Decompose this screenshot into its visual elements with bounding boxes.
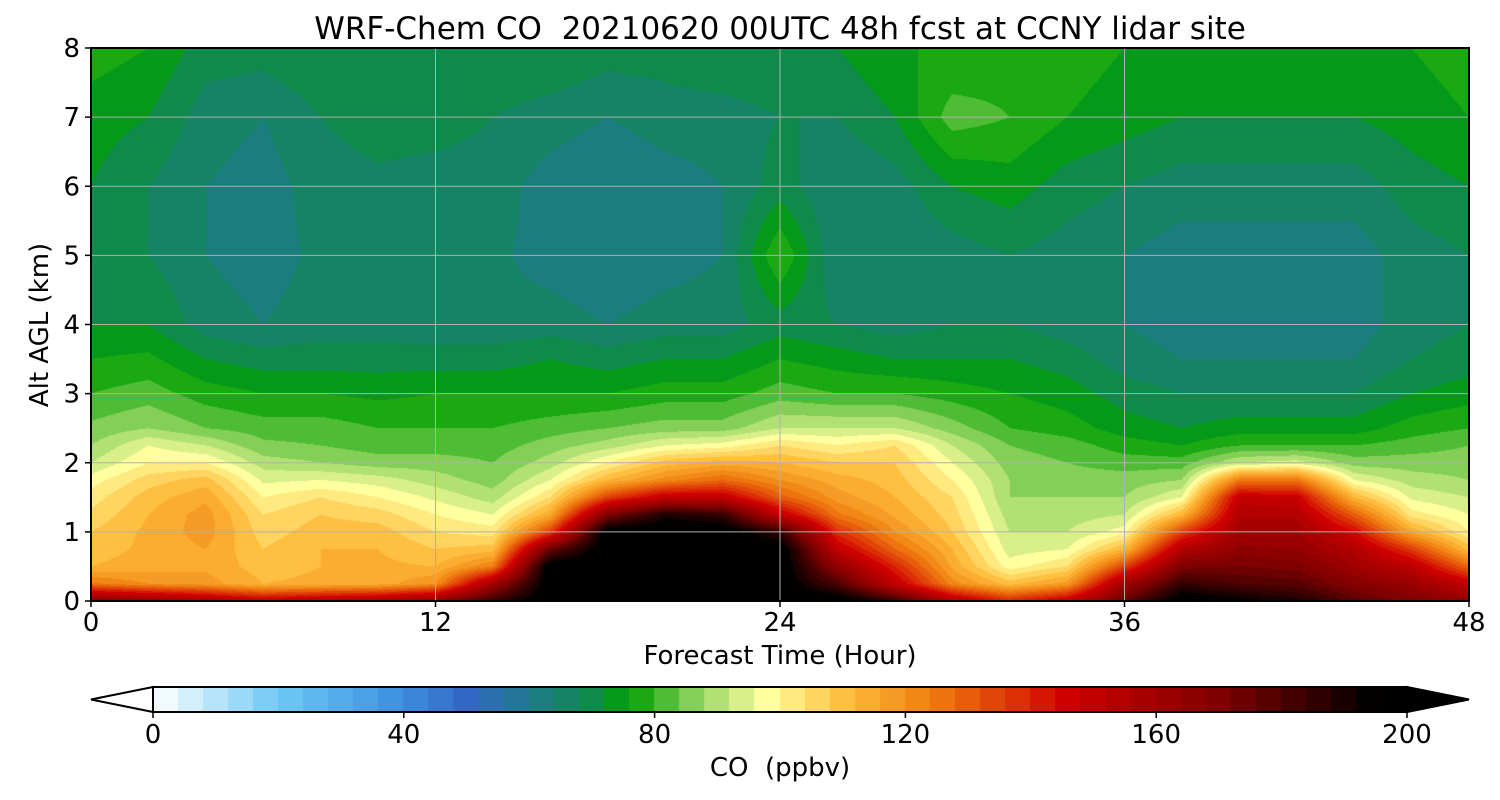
x-tick-label: 0 [83, 608, 100, 638]
y-tick-label: 2 [63, 449, 80, 479]
y-tick-label: 3 [63, 380, 80, 410]
y-tick-label: 4 [63, 311, 80, 341]
y-tick-label: 5 [63, 241, 80, 271]
colorbar: 0 40 80 120 160 200 CO (ppbv) [90, 685, 1470, 783]
colorbar-frame [152, 686, 1408, 713]
x-tick-label: 24 [763, 608, 796, 638]
colorbar-tick-label: 200 [1382, 720, 1432, 750]
plot-area [91, 48, 1469, 601]
colorbar-tick-label: 0 [145, 720, 162, 750]
y-tick-label: 7 [63, 103, 80, 133]
x-tick-label: 12 [419, 608, 452, 638]
chart-title: WRF-Chem CO 20210620 00UTC 48h fcst at C… [314, 11, 1246, 47]
colorbar-low-extend [90, 685, 154, 714]
grid-lines [91, 48, 1469, 601]
y-tick-label: 8 [63, 34, 80, 64]
y-axis: 0 1 2 3 4 5 6 7 8 [63, 34, 91, 617]
y-tick-label: 1 [63, 518, 80, 548]
colorbar-tick-label: 80 [638, 720, 671, 750]
y-tick-label: 0 [63, 587, 80, 617]
colorbar-high-extend [1406, 685, 1470, 714]
x-axis: 0 12 24 36 48 [83, 601, 1486, 638]
y-tick-label: 6 [63, 172, 80, 202]
colorbar-ticks: 0 40 80 120 160 200 [145, 712, 1432, 750]
y-axis-label: Alt AGL (km) [25, 243, 55, 407]
x-tick-label: 36 [1108, 608, 1141, 638]
colorbar-label: CO (ppbv) [710, 753, 850, 783]
x-axis-label: Forecast Time (Hour) [643, 641, 916, 671]
colorbar-tick-label: 120 [881, 720, 931, 750]
colorbar-tick-label: 40 [387, 720, 420, 750]
x-tick-label: 48 [1452, 608, 1485, 638]
colorbar-gradient [153, 687, 1407, 712]
colorbar-tick-label: 160 [1131, 720, 1181, 750]
